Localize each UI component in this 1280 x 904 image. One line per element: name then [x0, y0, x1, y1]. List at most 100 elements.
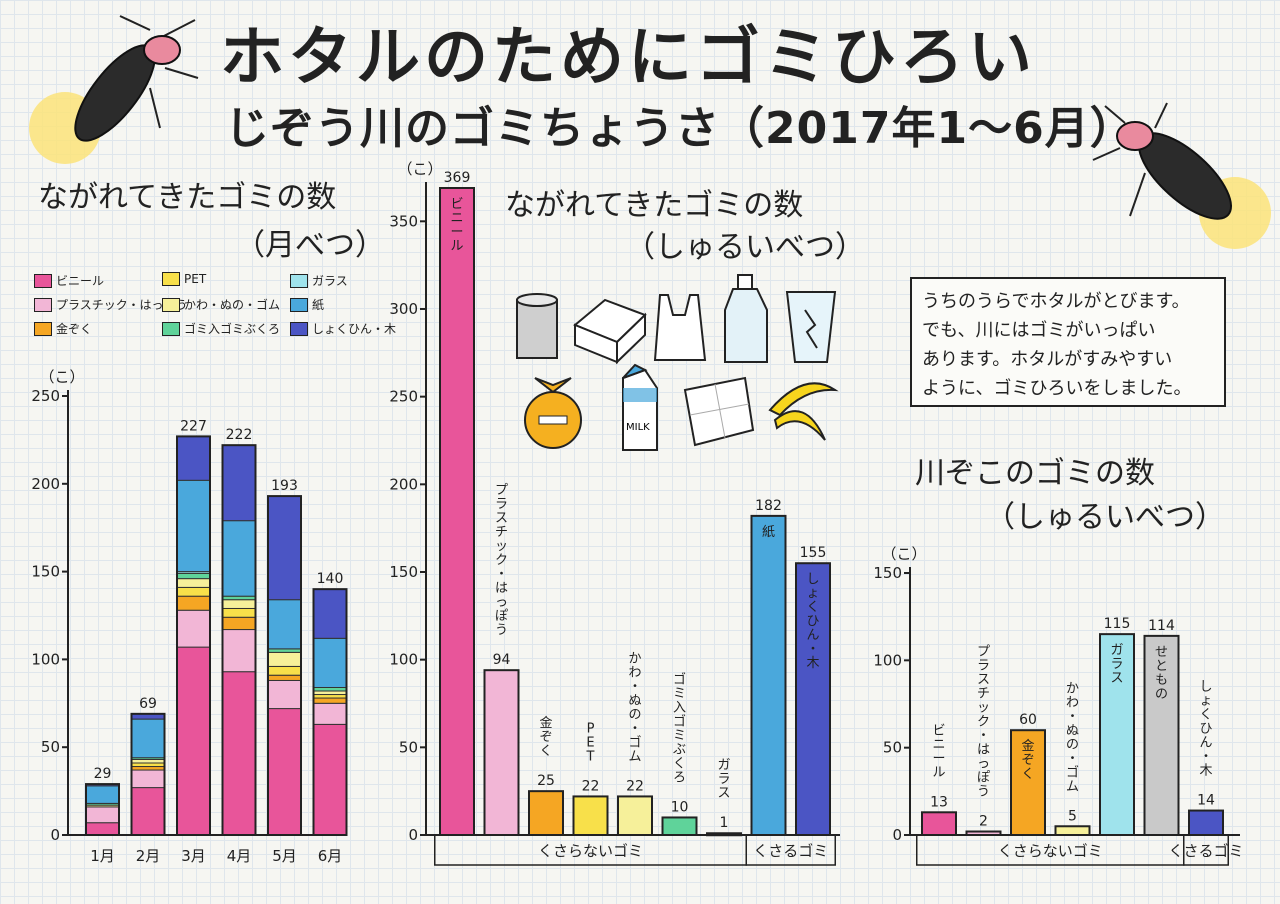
chart2-value-label: 182	[755, 498, 782, 514]
chart1-bar-segment	[176, 595, 211, 611]
chart3-title: 川ぞこのゴミの数	[915, 456, 1155, 491]
chart1-y-tick-label: 50	[41, 738, 60, 756]
chart1-y-tick-label: 0	[50, 826, 60, 844]
chart1-total-label: 222	[226, 427, 253, 443]
chart1-bar-segment	[313, 697, 347, 704]
chart1-total-label: 227	[180, 418, 207, 434]
chart1-y-tick-label: 100	[31, 650, 60, 668]
garbage-illustrations: MILK	[516, 274, 839, 451]
chart1-bar-segment	[313, 637, 347, 688]
chart2-bar	[795, 562, 831, 836]
banana-peel-icon	[768, 382, 839, 441]
chart1-bar-segment	[267, 674, 302, 681]
glass-cup-icon	[785, 291, 837, 363]
chart3-group-box	[1183, 834, 1229, 866]
note-line: うちのうらでホタルがとびます。	[922, 291, 1190, 312]
chart3-y-tick-label: 100	[873, 651, 902, 669]
note-line: ように、ゴミひろいをしました。	[922, 378, 1192, 399]
legend-item-bag: ゴミ入ゴミぶくろ	[162, 320, 280, 337]
chart2-title: ながれてきたゴミの数	[505, 188, 804, 223]
tray-icon	[573, 298, 647, 365]
chart2-y-tick-label: 250	[389, 388, 418, 406]
legend-item-food: しょくひん・木	[290, 320, 396, 337]
chart2-y-tick-label: 0	[408, 826, 418, 844]
chart2-category-label: しょくひん・木	[806, 572, 819, 671]
chart1-bar-outline	[267, 495, 302, 836]
chart2-category-label: プラスチック・はっぽう	[495, 483, 508, 638]
chart1-bar-segment	[176, 586, 211, 597]
chart1-bar-segment	[176, 572, 211, 580]
chart1-bar-segment	[267, 648, 302, 653]
chart1-total-label: 29	[94, 766, 112, 782]
chart1-bar-segment	[222, 671, 256, 836]
chart2-y-unit: （こ）	[397, 160, 442, 178]
chart2-bar	[528, 790, 564, 836]
chart1-bar-segment	[131, 762, 165, 768]
legend-item-vinyl: ビニール	[34, 272, 104, 289]
chart3-bar	[921, 811, 957, 837]
chart1-bar-segment	[85, 785, 120, 804]
legend-item-plastic: プラスチック・はっぽう	[34, 296, 188, 313]
garbage-bag-icon	[524, 377, 582, 449]
chart1-bar-outline	[85, 783, 120, 836]
chart2-value-label: 22	[626, 778, 644, 794]
note-line: でも、川にはゴミがいっぱい	[922, 320, 1156, 341]
chart1-total-label: 69	[139, 696, 157, 712]
chart1-x-label: 4月	[227, 847, 252, 865]
chart3-value-label: 60	[1019, 712, 1037, 728]
chart1-bar-segment	[313, 694, 347, 699]
chart1-bar-segment	[131, 769, 165, 789]
firefly-right-icon	[1092, 102, 1271, 249]
chart3-category-label: しょくひん・木	[1199, 680, 1212, 779]
milk-carton-icon: MILK	[622, 363, 658, 451]
chart2-bar	[750, 514, 787, 836]
chart2-y-tick-label: 300	[389, 300, 418, 318]
pet-bottle-icon	[724, 274, 768, 363]
page-title: ホタルのためにゴミひろい	[220, 21, 1036, 95]
chart1-bar-segment	[267, 665, 302, 676]
chart3-value-label: 5	[1068, 808, 1077, 824]
chart1-subtitle: （月べつ）	[235, 228, 385, 263]
note-box: うちのうらでホタルがとびます。 でも、川にはゴミがいっぱい あります。ホタルがす…	[910, 277, 1226, 407]
chart1-bar-segment	[176, 609, 211, 648]
page-subtitle: じぞう川のゴミちょうさ（2017年1〜6月）	[225, 103, 1135, 154]
chart1-bar-segment	[176, 435, 211, 481]
chart3-group-label: くさらないゴミ	[998, 842, 1103, 860]
chart3-bar	[1143, 634, 1180, 836]
chart1-x-label: 6月	[318, 847, 343, 865]
chart3-y-unit: （こ）	[881, 545, 926, 563]
chart3-group-label: くさるゴミ	[1168, 842, 1243, 860]
chart1-bar-outline	[176, 435, 211, 836]
chart1-bar-segment	[222, 444, 256, 522]
chart1-x-label: 5月	[272, 847, 297, 865]
chart2-group-label: くさるゴミ	[753, 842, 828, 860]
chart3-bar	[1054, 825, 1091, 836]
chart1-bar-segment	[131, 758, 165, 764]
can-icon	[516, 293, 558, 359]
chart1-y-tick-label: 150	[31, 563, 60, 581]
chart1-y-unit: （こ）	[39, 368, 84, 386]
chart1-bar-segment	[267, 708, 302, 836]
chart3-value-label: 114	[1148, 618, 1175, 634]
legend-item-paper: 紙	[290, 296, 324, 313]
chart3-bar	[1188, 809, 1224, 837]
chart3-value-label: 13	[930, 794, 948, 810]
chart3-category-label: ガラス	[1110, 643, 1123, 686]
chart2-bar	[439, 187, 475, 836]
chart3-value-label: 115	[1104, 616, 1131, 632]
chart1-bar-segment	[222, 599, 256, 609]
chart1-bar-segment	[222, 629, 256, 673]
chart1-bar-segment	[267, 679, 302, 710]
chart2-category-label: ゴミ入ゴミぶくろ	[673, 671, 686, 785]
chart2-value-label: 10	[671, 799, 689, 815]
chart1-bar-segment	[313, 686, 347, 692]
chart1-bar-segment	[267, 599, 302, 650]
chart1-total-label: 140	[317, 571, 344, 587]
chart1-bar-segment	[176, 646, 211, 836]
chart2-bar	[483, 669, 520, 837]
chart1-bar-segment	[176, 578, 211, 588]
note-line: あります。ホタルがすみやすい	[922, 349, 1173, 370]
paper-sheet-icon	[683, 376, 755, 447]
